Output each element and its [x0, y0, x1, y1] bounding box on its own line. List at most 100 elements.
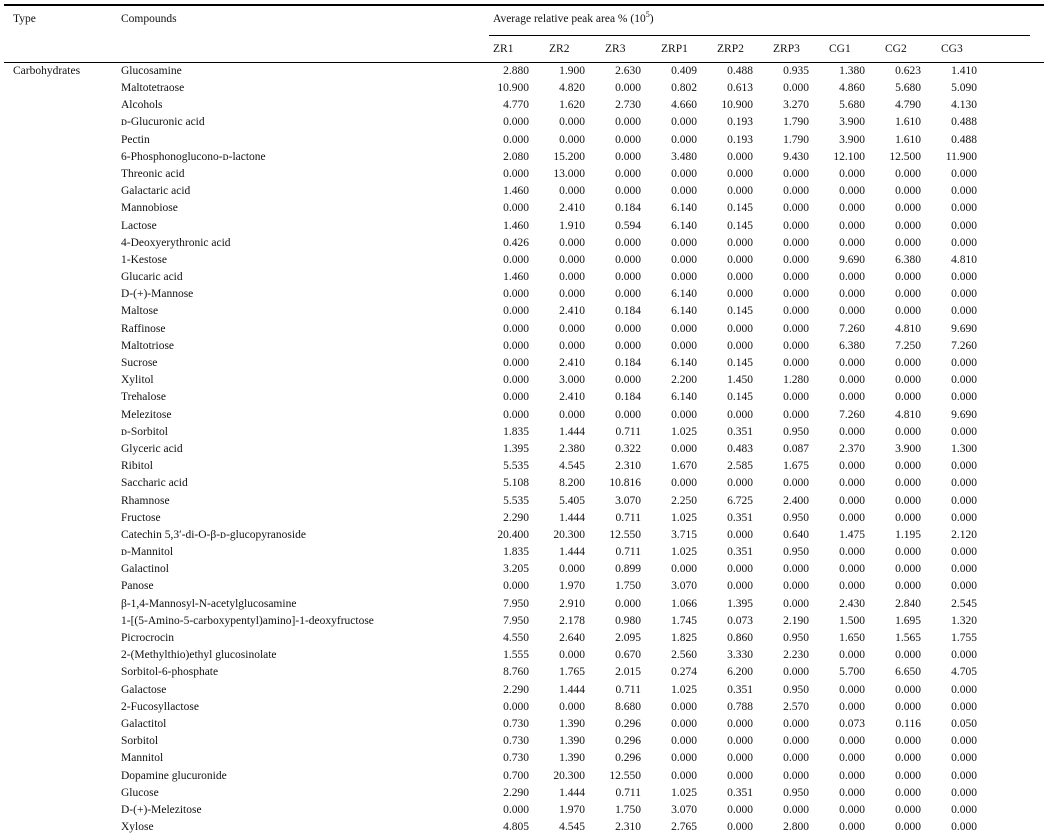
table-row: Maltotriose 0.000 0.000 0.000 0.000 0.000 0.00… [4, 338, 1044, 355]
value-cell: 1.460 [503, 219, 529, 232]
type-cell [4, 751, 112, 768]
value-cell: 2.290 [503, 511, 529, 524]
value-cell: 2.290 [503, 683, 529, 696]
spacer-cell [993, 699, 1044, 716]
value-cell: 1.835 [503, 546, 529, 559]
value-cell: 2.880 [503, 64, 529, 77]
table-row: Sorbitol 0.730 1.390 0.296 0.000 0.000 0.000 0.… [4, 733, 1044, 750]
spacer-cell [993, 682, 1044, 699]
compound-name: Threonic acid [121, 167, 185, 180]
value-cell: 7.250 [895, 339, 921, 352]
value-cell: 6.140 [671, 357, 697, 370]
value-cell: 0.000 [951, 357, 977, 370]
compound-name: ᴅ-Glucuronic acid [121, 116, 205, 129]
value-cell: 8.200 [559, 477, 585, 490]
compound-name: Glucose [121, 786, 159, 799]
type-cell [4, 630, 112, 647]
value-cell: 7.260 [839, 322, 865, 335]
value-cell: 15.200 [553, 150, 585, 163]
value-cell: 0.000 [727, 339, 753, 352]
value-cell: 0.000 [895, 580, 921, 593]
value-cell: 0.145 [727, 219, 753, 232]
value-cell: 0.000 [895, 735, 921, 748]
value-cell: 0.000 [951, 219, 977, 232]
table-row: Pectin 0.000 0.000 0.000 0.000 0.193 1.790 3.90… [4, 132, 1044, 149]
column-header-zr1: ZR1 [489, 36, 545, 63]
value-cell: 0.000 [783, 717, 809, 730]
column-header-zrp2: ZRP2 [713, 36, 769, 63]
compound-name: Glucosamine [121, 64, 182, 77]
value-cell: 0.000 [839, 700, 865, 713]
value-cell: 0.950 [783, 683, 809, 696]
value-cell: 0.000 [727, 167, 753, 180]
value-cell: 0.000 [783, 735, 809, 748]
value-cell: 0.000 [783, 408, 809, 421]
value-cell: 6.725 [727, 494, 753, 507]
value-cell: 1.025 [671, 511, 697, 524]
type-cell [4, 441, 112, 458]
table-row: Raffinose 0.000 0.000 0.000 0.000 0.000 0.000 7… [4, 321, 1044, 338]
value-cell: 6.140 [671, 305, 697, 318]
value-cell: 0.860 [727, 632, 753, 645]
table-row: ᴅ-Glucuronic acid 0.000 0.000 0.000 0.000 0.1… [4, 115, 1044, 132]
value-cell: 0.000 [615, 271, 641, 284]
compound-name: Galactinol [121, 563, 169, 576]
compound-name: Glyceric acid [121, 442, 183, 455]
value-cell: 0.000 [839, 494, 865, 507]
value-cell: 0.000 [615, 133, 641, 146]
value-cell: 0.000 [615, 150, 641, 163]
value-cell: 5.108 [503, 477, 529, 490]
spacer-cell [993, 630, 1044, 647]
spacer-cell [993, 166, 1044, 183]
value-cell: 4.770 [503, 99, 529, 112]
value-cell: 0.000 [951, 425, 977, 438]
value-cell: 0.000 [895, 185, 921, 198]
compound-name: Rhamnose [121, 494, 170, 507]
value-cell: 1.025 [671, 683, 697, 696]
value-cell: 0.670 [615, 649, 641, 662]
table-row: 1-[(5-Amino-5-carboxypentyl)amino]-1-deo… [4, 613, 1044, 630]
group-header-label: Average relative peak area % (10 [493, 13, 646, 25]
value-cell: 0.000 [951, 752, 977, 765]
value-cell: 0.000 [783, 82, 809, 95]
value-cell: 7.260 [951, 339, 977, 352]
value-cell: 0.000 [671, 185, 697, 198]
value-cell: 2.370 [839, 442, 865, 455]
value-cell: 2.190 [783, 614, 809, 627]
value-cell: 0.000 [839, 563, 865, 576]
value-cell: 0.000 [503, 202, 529, 215]
value-cell: 0.000 [951, 236, 977, 249]
table-row: ᴅ-Sorbitol 1.835 1.444 0.711 1.025 0.351 0.950… [4, 424, 1044, 441]
spacer-cell [993, 596, 1044, 613]
value-cell: 0.711 [615, 511, 641, 524]
value-cell: 0.000 [783, 580, 809, 593]
value-cell: 0.640 [783, 528, 809, 541]
value-cell: 0.184 [615, 202, 641, 215]
value-cell: 0.000 [615, 339, 641, 352]
compound-name: Dopamine glucuronide [121, 769, 227, 782]
value-cell: 0.000 [727, 821, 753, 834]
value-cell: 6.140 [671, 288, 697, 301]
compound-name: D-(+)-Melezitose [121, 803, 202, 816]
value-cell: 0.351 [727, 425, 753, 438]
value-cell: 0.184 [615, 391, 641, 404]
spacer-cell [993, 493, 1044, 510]
value-cell: 0.000 [671, 408, 697, 421]
value-cell: 0.000 [839, 477, 865, 490]
value-cell: 3.900 [895, 442, 921, 455]
table-body: Carbohydrates Glucosamine 2.880 1.900 2.630 0… [4, 63, 1044, 837]
value-cell: 0.296 [615, 717, 641, 730]
value-cell: 0.000 [615, 253, 641, 266]
value-cell: 2.630 [615, 64, 641, 77]
value-cell: 6.140 [671, 219, 697, 232]
value-cell: 1.910 [559, 219, 585, 232]
value-cell: 1.460 [503, 185, 529, 198]
value-cell: 0.000 [895, 786, 921, 799]
value-cell: 2.800 [783, 821, 809, 834]
value-cell: 0.000 [671, 167, 697, 180]
value-cell: 0.000 [727, 477, 753, 490]
spacer-cell [993, 819, 1044, 836]
value-cell: 9.690 [951, 322, 977, 335]
type-cell [4, 665, 112, 682]
type-cell: Carbohydrates [13, 64, 81, 77]
